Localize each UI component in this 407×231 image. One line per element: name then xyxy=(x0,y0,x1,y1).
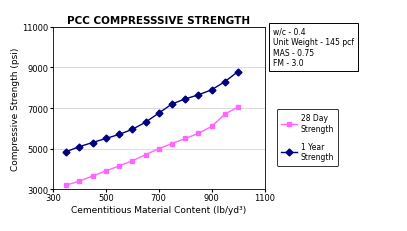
Line: 1 Year
Strength: 1 Year Strength xyxy=(64,70,241,155)
28 Day
Strength xyxy=(196,132,201,135)
28 Day
Strength xyxy=(143,154,148,156)
28 Day
Strength xyxy=(90,175,95,178)
1 Year
Strength xyxy=(196,94,201,97)
28 Day
Strength xyxy=(116,165,121,167)
1 Year
Strength xyxy=(130,128,135,131)
1 Year
Strength xyxy=(143,121,148,124)
28 Day
Strength xyxy=(63,184,68,187)
1 Year
Strength xyxy=(169,103,174,106)
28 Day
Strength xyxy=(183,137,188,140)
1 Year
Strength xyxy=(222,81,227,84)
1 Year
Strength xyxy=(236,71,241,73)
1 Year
Strength xyxy=(77,146,82,148)
28 Day
Strength xyxy=(103,170,108,173)
28 Day
Strength xyxy=(236,106,241,109)
Text: w/c - 0.4
Unit Weight - 145 pcf
MAS - 0.75
FM - 3.0: w/c - 0.4 Unit Weight - 145 pcf MAS - 0.… xyxy=(273,28,354,68)
28 Day
Strength xyxy=(222,113,227,116)
28 Day
Strength xyxy=(156,148,161,150)
Y-axis label: Compressive Strength (psi): Compressive Strength (psi) xyxy=(11,47,20,170)
Legend: 28 Day
Strength, 1 Year
Strength: 28 Day Strength, 1 Year Strength xyxy=(277,109,339,166)
Line: 28 Day
Strength: 28 Day Strength xyxy=(64,105,241,188)
1 Year
Strength xyxy=(103,137,108,140)
28 Day
Strength xyxy=(169,143,174,145)
Title: PCC COMPRESSSIVE STRENGTH: PCC COMPRESSSIVE STRENGTH xyxy=(67,16,250,26)
28 Day
Strength xyxy=(209,125,214,128)
1 Year
Strength xyxy=(209,89,214,92)
28 Day
Strength xyxy=(77,180,82,183)
X-axis label: Cementitious Material Content (lb/yd³): Cementitious Material Content (lb/yd³) xyxy=(71,205,246,214)
1 Year
Strength xyxy=(183,98,188,101)
1 Year
Strength xyxy=(156,112,161,115)
1 Year
Strength xyxy=(63,151,68,153)
28 Day
Strength xyxy=(130,160,135,162)
1 Year
Strength xyxy=(116,134,121,136)
1 Year
Strength xyxy=(90,142,95,144)
